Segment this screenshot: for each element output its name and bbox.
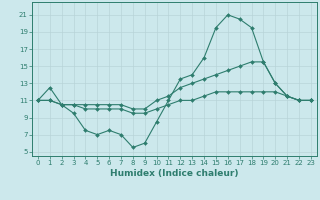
X-axis label: Humidex (Indice chaleur): Humidex (Indice chaleur) — [110, 169, 239, 178]
